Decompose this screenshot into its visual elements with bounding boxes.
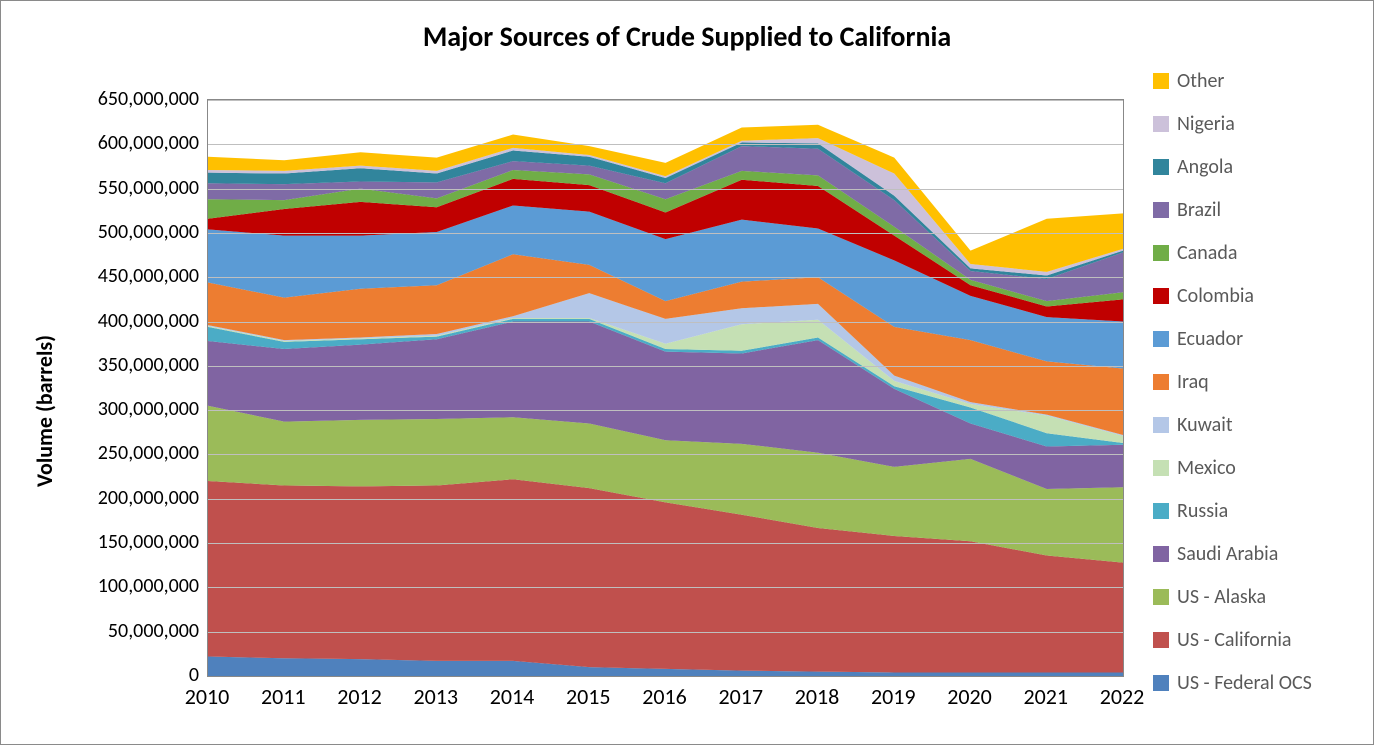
gridline <box>208 189 1123 190</box>
legend-item-colombia: Colombia <box>1153 274 1312 317</box>
x-tick-label: 2016 <box>625 683 705 710</box>
legend-label: US - Alaska <box>1177 585 1266 609</box>
legend-label: Saudi Arabia <box>1177 542 1278 566</box>
legend-swatch <box>1153 632 1169 648</box>
legend-item-angola: Angola <box>1153 145 1312 188</box>
legend-label: Iraq <box>1177 370 1209 394</box>
legend-swatch <box>1153 202 1169 218</box>
legend: Other Nigeria Angola Brazil Canada Colombia Ec… <box>1153 59 1312 704</box>
plot-area <box>207 99 1124 677</box>
y-tick-label: 450,000,000 <box>59 264 199 288</box>
gridline <box>208 543 1123 544</box>
legend-swatch <box>1153 460 1169 476</box>
gridline <box>208 144 1123 145</box>
legend-label: Kuwait <box>1177 413 1233 437</box>
legend-swatch <box>1153 116 1169 132</box>
chart-title: Major Sources of Crude Supplied to Calif… <box>1 19 1373 54</box>
gridline <box>208 454 1123 455</box>
legend-label: Angola <box>1177 155 1233 179</box>
gridline <box>208 366 1123 367</box>
legend-label: Brazil <box>1177 198 1221 222</box>
y-tick-label: 550,000,000 <box>59 176 199 200</box>
y-tick-label: 100,000,000 <box>59 574 199 598</box>
y-tick-label: 200,000,000 <box>59 486 199 510</box>
x-tick-label: 2017 <box>701 683 781 710</box>
legend-item-us_alaska: US - Alaska <box>1153 575 1312 618</box>
y-tick-label: 250,000,000 <box>59 441 199 465</box>
chart-frame: Major Sources of Crude Supplied to Calif… <box>0 0 1374 745</box>
x-tick-label: 2013 <box>396 683 476 710</box>
legend-swatch <box>1153 417 1169 433</box>
legend-swatch <box>1153 546 1169 562</box>
gridline <box>208 587 1123 588</box>
x-tick-label: 2019 <box>853 683 933 710</box>
legend-item-other: Other <box>1153 59 1312 102</box>
x-tick-label: 2022 <box>1082 683 1162 710</box>
legend-item-saudi_arabia: Saudi Arabia <box>1153 532 1312 575</box>
gridline <box>208 410 1123 411</box>
legend-label: Canada <box>1177 241 1237 265</box>
x-tick-label: 2010 <box>167 683 247 710</box>
x-tick-label: 2011 <box>243 683 323 710</box>
y-tick-label: 650,000,000 <box>59 87 199 111</box>
legend-item-nigeria: Nigeria <box>1153 102 1312 145</box>
x-tick-label: 2012 <box>320 683 400 710</box>
legend-swatch <box>1153 503 1169 519</box>
legend-label: US - California <box>1177 628 1292 652</box>
y-tick-label: 500,000,000 <box>59 220 199 244</box>
x-tick-label: 2015 <box>548 683 628 710</box>
x-tick-label: 2020 <box>930 683 1010 710</box>
legend-item-us_federal_ocs: US - Federal OCS <box>1153 661 1312 704</box>
legend-swatch <box>1153 159 1169 175</box>
legend-swatch <box>1153 331 1169 347</box>
y-tick-label: 400,000,000 <box>59 309 199 333</box>
legend-label: Ecuador <box>1177 327 1243 351</box>
legend-label: Russia <box>1177 499 1228 523</box>
gridline <box>208 632 1123 633</box>
x-tick-label: 2018 <box>777 683 857 710</box>
x-tick-label: 2014 <box>472 683 552 710</box>
legend-swatch <box>1153 245 1169 261</box>
gridline <box>208 233 1123 234</box>
legend-label: Mexico <box>1177 456 1236 480</box>
legend-swatch <box>1153 73 1169 89</box>
y-tick-label: 50,000,000 <box>59 619 199 643</box>
legend-label: Colombia <box>1177 284 1254 308</box>
legend-label: Other <box>1177 69 1224 93</box>
legend-swatch <box>1153 374 1169 390</box>
legend-item-us_california: US - California <box>1153 618 1312 661</box>
y-tick-label: 300,000,000 <box>59 397 199 421</box>
legend-item-kuwait: Kuwait <box>1153 403 1312 446</box>
legend-item-brazil: Brazil <box>1153 188 1312 231</box>
x-tick-label: 2021 <box>1006 683 1086 710</box>
y-axis-label: Volume (barrels) <box>31 335 58 487</box>
y-tick-label: 150,000,000 <box>59 530 199 554</box>
legend-swatch <box>1153 589 1169 605</box>
legend-item-canada: Canada <box>1153 231 1312 274</box>
legend-item-mexico: Mexico <box>1153 446 1312 489</box>
gridline <box>208 322 1123 323</box>
legend-label: Nigeria <box>1177 112 1235 136</box>
y-tick-label: 350,000,000 <box>59 353 199 377</box>
legend-label: US - Federal OCS <box>1177 671 1312 695</box>
legend-item-iraq: Iraq <box>1153 360 1312 403</box>
gridline <box>208 100 1123 101</box>
stacked-areas <box>208 100 1123 676</box>
legend-swatch <box>1153 288 1169 304</box>
legend-item-russia: Russia <box>1153 489 1312 532</box>
y-tick-label: 600,000,000 <box>59 131 199 155</box>
gridline <box>208 277 1123 278</box>
gridline <box>208 499 1123 500</box>
legend-item-ecuador: Ecuador <box>1153 317 1312 360</box>
